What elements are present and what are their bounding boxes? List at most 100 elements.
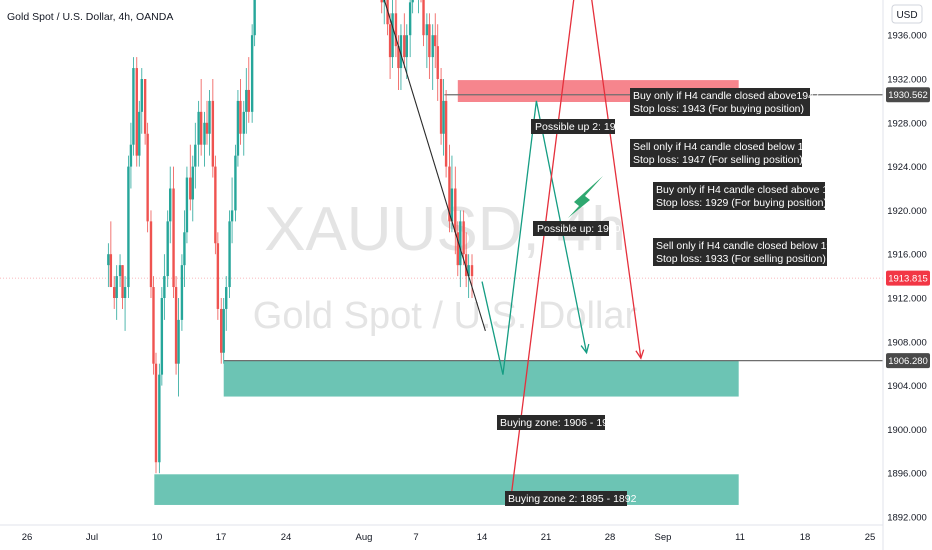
sell-1929-line2: Stop loss: 1933 (For selling position) bbox=[656, 253, 826, 265]
candle-body bbox=[380, 0, 383, 3]
candle-1 bbox=[107, 243, 110, 288]
candle-body bbox=[391, 13, 394, 58]
candle-body bbox=[189, 177, 192, 200]
candle-124 bbox=[454, 166, 457, 255]
time-axis[interactable]: 26 Jul 10 17 24 Aug 7 14 21 28 Sep 11 18 25 bbox=[0, 524, 883, 543]
candle-body bbox=[408, 2, 412, 36]
candle-body bbox=[203, 122, 206, 145]
candle-body bbox=[245, 89, 248, 112]
currency-button[interactable] bbox=[891, 4, 923, 24]
candle-body bbox=[239, 100, 242, 134]
candle-118 bbox=[436, 24, 439, 101]
candle-113 bbox=[422, 0, 425, 47]
y-tick-label: 1900.000 bbox=[887, 425, 927, 436]
candle-body bbox=[158, 374, 161, 463]
candle-body bbox=[163, 276, 166, 298]
candle-3 bbox=[113, 276, 116, 309]
candle-47 bbox=[236, 89, 240, 167]
candle-42 bbox=[222, 298, 225, 364]
x-tick-label: Jul bbox=[86, 532, 98, 543]
x-tick-label: 18 bbox=[800, 532, 811, 543]
candle-body bbox=[123, 287, 127, 298]
price-badge-label: 1913.815 bbox=[888, 274, 928, 285]
candle-105 bbox=[399, 24, 403, 90]
candle-116 bbox=[431, 24, 434, 90]
possible-up-1-box bbox=[533, 221, 609, 236]
candle-15 bbox=[146, 122, 149, 233]
x-tick-label: Sep bbox=[655, 532, 672, 543]
candle-body bbox=[225, 287, 228, 309]
candle-body bbox=[425, 24, 429, 36]
candle-body bbox=[118, 265, 122, 277]
candle-37 bbox=[208, 89, 211, 156]
candle-25 bbox=[174, 276, 178, 375]
candle-31 bbox=[191, 155, 194, 222]
candle-body bbox=[132, 68, 135, 145]
support-zone-3 bbox=[223, 360, 739, 397]
candle-33 bbox=[197, 100, 200, 167]
candle-35 bbox=[203, 111, 206, 167]
y-tick-label: 1896.000 bbox=[887, 469, 927, 480]
candle-body bbox=[199, 111, 203, 145]
candle-102 bbox=[391, 0, 394, 69]
red-projection-path-arrowhead bbox=[635, 349, 645, 360]
candle-34 bbox=[199, 79, 203, 156]
candle-20 bbox=[160, 287, 164, 386]
candle-41 bbox=[220, 298, 223, 364]
candle-40 bbox=[216, 232, 220, 320]
candle-body bbox=[152, 287, 155, 364]
candle-115 bbox=[428, 13, 431, 79]
buying-zone-2-label: Buying zone 2: 1895 - 1892 bbox=[508, 493, 637, 505]
candle-body bbox=[454, 188, 457, 233]
sell-1929-line1: Sell only if H4 candle closed below 1929 bbox=[656, 240, 844, 252]
candle-28 bbox=[183, 210, 186, 288]
candle-53 bbox=[253, 0, 256, 47]
candle-24 bbox=[172, 166, 175, 298]
candle-17 bbox=[152, 276, 155, 375]
candle-body bbox=[109, 254, 113, 288]
candle-22 bbox=[166, 210, 169, 288]
candle-11 bbox=[135, 57, 138, 167]
candles-layer bbox=[107, 0, 474, 474]
candle-body bbox=[222, 308, 225, 353]
candle-30 bbox=[189, 144, 192, 211]
candle-38 bbox=[211, 79, 215, 178]
candle-10 bbox=[132, 57, 135, 156]
possible-up-2-box bbox=[531, 119, 615, 134]
candle-48 bbox=[239, 79, 242, 145]
y-tick-labels: 1956.0001952.0001948.0001944.0001940.000… bbox=[887, 31, 927, 524]
watermark-name: Gold Spot / U.S. Dollar bbox=[253, 295, 638, 337]
currency-label: USD bbox=[896, 10, 917, 21]
candle-body bbox=[403, 35, 406, 58]
candle-body bbox=[138, 111, 141, 156]
candle-body bbox=[388, 24, 392, 58]
x-tick-label: Aug bbox=[356, 532, 373, 543]
candle-body bbox=[394, 13, 398, 47]
y-tick-label: 1924.000 bbox=[887, 162, 927, 173]
buying-zone-1-label: Buying zone: 1906 - 1903 bbox=[500, 417, 620, 429]
buy-1947-line1: Buy only if H4 candle closed above1947 bbox=[633, 90, 820, 102]
buy-1947-box bbox=[630, 88, 810, 116]
candle-body bbox=[448, 166, 451, 222]
candle-4 bbox=[115, 265, 118, 320]
price-badge-bg bbox=[886, 87, 930, 103]
y-tick-label: 1920.000 bbox=[887, 206, 927, 217]
sell-1943-box bbox=[630, 139, 802, 167]
candle-body bbox=[236, 100, 240, 156]
buying-zone-2-box bbox=[505, 491, 627, 506]
candle-body bbox=[399, 35, 403, 69]
price-badge-label: 1906.280 bbox=[888, 356, 928, 367]
candle-8 bbox=[127, 155, 130, 298]
candle-body bbox=[405, 35, 408, 58]
candle-39 bbox=[214, 155, 217, 255]
candle-32 bbox=[194, 122, 197, 189]
candle-body bbox=[127, 166, 130, 288]
candle-body bbox=[107, 254, 110, 266]
x-tick-label: 17 bbox=[216, 532, 227, 543]
trend-line bbox=[383, 0, 486, 332]
price-axis[interactable]: USD 1956.0001952.0001948.0001944.0001940… bbox=[882, 0, 932, 550]
candle-18 bbox=[154, 352, 158, 474]
candle-body bbox=[253, 0, 256, 36]
